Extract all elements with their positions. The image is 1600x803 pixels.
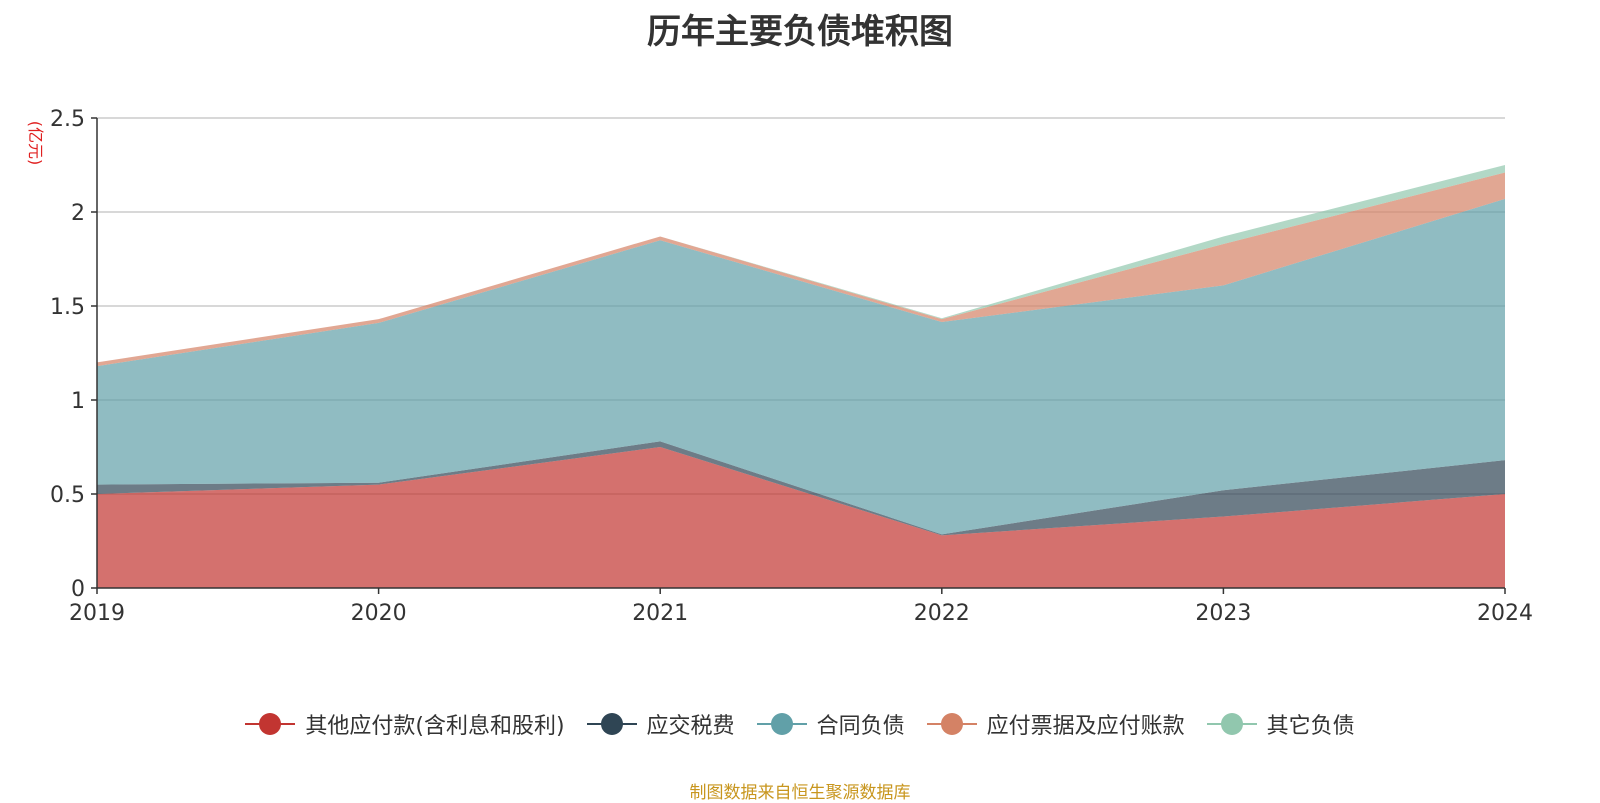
- y-axis-unit-label: (亿元): [26, 121, 45, 166]
- legend-marker: [1206, 712, 1257, 736]
- y-tick-label: 1.5: [50, 295, 85, 320]
- chart-title: 历年主要负债堆积图: [647, 12, 953, 52]
- legend-item-2[interactable]: 应交税费: [586, 708, 735, 740]
- legend-marker: [756, 712, 807, 736]
- x-tick-label: 2019: [69, 601, 125, 626]
- x-tick-label: 2023: [1195, 601, 1251, 626]
- area-series-1: [97, 447, 1505, 588]
- legend-item-3[interactable]: 合同负债: [756, 708, 905, 740]
- legend-label: 合同负债: [816, 714, 905, 739]
- area-series-3: [97, 198, 1505, 535]
- legend-marker: [245, 712, 296, 736]
- legend-item-4[interactable]: 应付票据及应付账款: [926, 708, 1185, 740]
- legend-label: 其它负债: [1266, 714, 1355, 739]
- x-tick-label: 2021: [632, 601, 688, 626]
- x-tick-label: 2022: [914, 601, 970, 626]
- y-tick-label: 0: [71, 577, 85, 602]
- y-tick-label: 0.5: [50, 483, 85, 508]
- legend-marker: [586, 712, 637, 736]
- y-tick-label: 2: [71, 201, 85, 226]
- legend-item-5[interactable]: 其它负债: [1206, 708, 1355, 740]
- area-series: [97, 165, 1505, 588]
- legend-label: 其他应付款(含利息和股利): [305, 714, 565, 739]
- x-tick-label: 2024: [1477, 601, 1533, 626]
- legend-label: 应交税费: [646, 714, 735, 739]
- x-tick-label: 2020: [351, 601, 407, 626]
- data-source-note: 制图数据来自恒生聚源数据库: [689, 783, 911, 803]
- legend-label: 应付票据及应付账款: [986, 714, 1185, 739]
- legend-item-1[interactable]: 其他应付款(含利息和股利): [245, 708, 565, 740]
- y-tick-label: 2.5: [50, 107, 85, 132]
- legend-marker: [926, 712, 977, 736]
- area-series-2: [97, 441, 1505, 536]
- axes: 0 0.5 1 1.5 2 2.5 2019 2020 2021 2022 2023 2024: [50, 107, 1533, 626]
- chart-legend: 其他应付款(含利息和股利) 应交税费 合同负债 应付票据及应付账款 其它负债: [0, 708, 1600, 740]
- y-tick-label: 1: [71, 389, 85, 414]
- area-series-4: [97, 172, 1505, 367]
